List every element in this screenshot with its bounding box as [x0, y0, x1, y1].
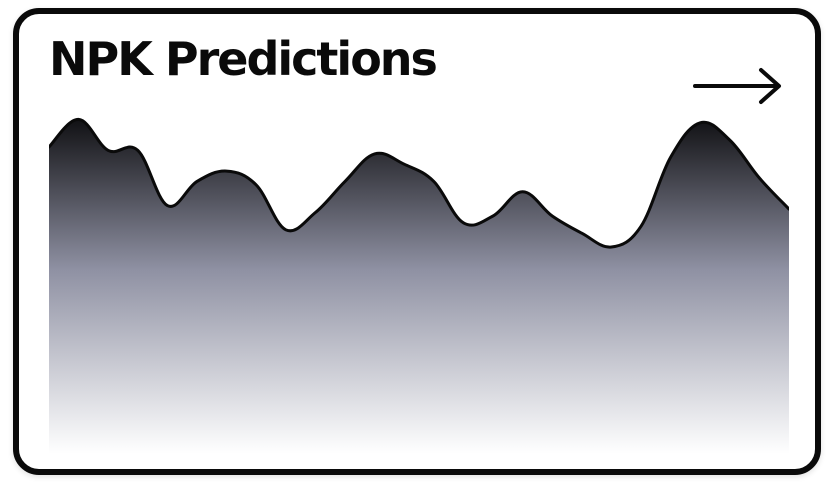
arrow-right-icon[interactable]	[691, 60, 787, 108]
npk-area-chart	[49, 117, 789, 454]
area-fill	[49, 119, 789, 454]
series-line	[49, 117, 789, 249]
card-title: NPK Predictions	[49, 32, 438, 86]
npk-predictions-card[interactable]: NPK Predictions	[13, 8, 821, 475]
